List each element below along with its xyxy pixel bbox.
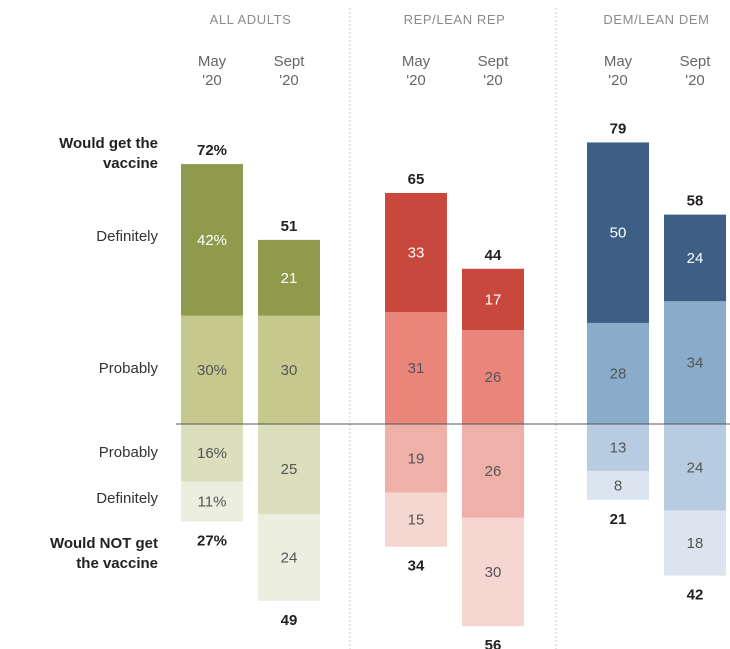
segment-value-label: 30% (197, 362, 227, 379)
bar-segment-definitely-yes (181, 164, 243, 316)
segment-value-label: 30 (281, 362, 298, 379)
bar-segment-probably-no (181, 424, 243, 482)
segment-value-label: 26 (485, 369, 502, 386)
segment-value-label: 19 (408, 450, 425, 467)
group-title: ALL ADULTS (210, 12, 292, 27)
total-would-not-label: 49 (281, 612, 298, 629)
bar-segment-probably-no (385, 424, 447, 493)
row-label-probably-yes: Probably (98, 360, 158, 377)
bar-segment-probably-no (587, 424, 649, 471)
bar-segment-definitely-no (462, 517, 524, 627)
total-would-get-label: 58 (687, 193, 704, 210)
column-label-line2: '20 (279, 72, 299, 89)
bar-segment-probably-yes (462, 330, 524, 424)
total-would-not-label: 42 (687, 587, 704, 604)
bar-segment-probably-yes (385, 312, 447, 424)
bar-segment-definitely-no (587, 470, 649, 500)
segment-value-label: 28 (610, 365, 627, 382)
total-would-not-label: 21 (610, 511, 627, 528)
bar-segment-definitely-yes (664, 214, 726, 302)
segment-value-label: 50 (610, 225, 627, 242)
segment-value-label: 34 (687, 355, 704, 372)
column-label-line2: '20 (608, 72, 628, 89)
row-label-would-get-line2: vaccine (102, 155, 158, 172)
segment-value-label: 8 (614, 477, 622, 494)
bar-segment-definitely-no (664, 510, 726, 576)
column-label-line1: Sept (478, 53, 510, 70)
segment-value-label: 24 (281, 550, 298, 567)
total-would-get-label: 51 (281, 218, 298, 235)
column-label-line2: '20 (406, 72, 426, 89)
bar-segment-definitely-yes (587, 142, 649, 323)
column-label-line2: '20 (685, 72, 705, 89)
segment-value-label: 31 (408, 360, 425, 377)
group-title: DEM/LEAN DEM (603, 12, 709, 27)
column-label-line2: '20 (202, 72, 222, 89)
bar-segment-probably-no (462, 424, 524, 518)
total-would-not-label: 34 (408, 558, 425, 575)
column-label-line2: '20 (483, 72, 503, 89)
bar-segment-probably-yes (587, 322, 649, 424)
bar-segment-probably-no (664, 424, 726, 511)
bar-segment-definitely-yes (385, 192, 447, 313)
segment-value-label: 26 (485, 463, 502, 480)
group-title: REP/LEAN REP (404, 12, 506, 27)
segment-value-label: 16% (197, 445, 227, 462)
row-label-would-not-line1: Would NOT get (49, 535, 158, 552)
segment-value-label: 21 (281, 270, 298, 287)
total-would-get-label: 65 (408, 171, 425, 188)
segment-value-label: 42% (197, 232, 227, 249)
bar-segment-definitely-yes (462, 268, 524, 331)
column-label-line1: Sept (680, 53, 712, 70)
column-label-line1: May (402, 53, 431, 70)
bar-segment-definitely-no (385, 492, 447, 547)
total-would-not-label: 27% (197, 532, 227, 549)
row-label-would-not-line2: the vaccine (76, 555, 158, 572)
bar-segment-definitely-no (258, 514, 320, 601)
row-label-definitely-no: Definitely (96, 490, 158, 507)
column-label-line1: Sept (274, 53, 306, 70)
row-label-would-get: Would get the vaccine (59, 134, 158, 174)
bar-segment-definitely-no (181, 481, 243, 522)
segment-value-label: 17 (485, 291, 502, 308)
segment-value-label: 30 (485, 564, 502, 581)
total-would-get-label: 79 (610, 120, 627, 137)
row-label-would-not: Would NOT get the vaccine (50, 534, 158, 574)
bar-segment-probably-yes (664, 301, 726, 424)
total-would-get-label: 72% (197, 142, 227, 159)
bar-segment-probably-no (258, 424, 320, 515)
bar-segment-definitely-yes (258, 239, 320, 316)
segment-value-label: 25 (281, 461, 298, 478)
segment-value-label: 18 (687, 535, 704, 552)
bar-segment-probably-yes (181, 315, 243, 424)
column-label-line1: May (604, 53, 633, 70)
total-would-get-label: 44 (485, 247, 502, 264)
segment-value-label: 11% (198, 494, 227, 511)
segment-value-label: 15 (408, 512, 425, 529)
segment-value-label: 24 (687, 459, 704, 476)
segment-value-label: 24 (687, 250, 704, 267)
total-would-not-label: 56 (485, 637, 502, 649)
bar-segment-probably-yes (258, 315, 320, 424)
segment-value-label: 13 (610, 439, 627, 456)
row-label-probably-no: Probably (98, 444, 158, 461)
row-label-would-get-line1: Would get the (59, 135, 158, 152)
segment-value-label: 33 (408, 245, 425, 262)
column-label-line1: May (198, 53, 227, 70)
row-label-definitely-yes: Definitely (96, 228, 158, 245)
